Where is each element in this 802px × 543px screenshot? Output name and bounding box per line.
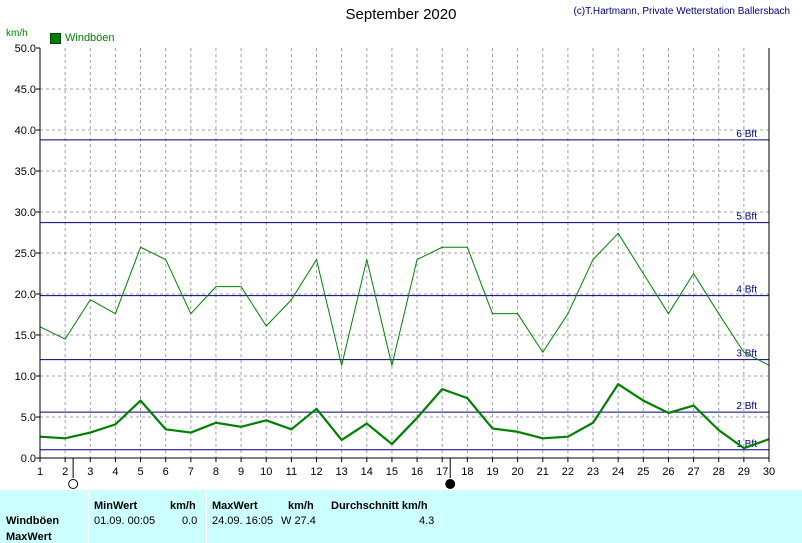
beaufort-label: 1 Bft	[736, 439, 757, 450]
x-tick-label: 20	[511, 466, 523, 478]
y-tick-label: 10.0	[15, 371, 36, 383]
beaufort-label: 6 Bft	[736, 129, 757, 140]
credit-text: (c)T.Hartmann, Private Wetterstation Bal…	[573, 6, 790, 17]
y-tick-label: 25.0	[15, 248, 36, 260]
x-tick-label: 14	[361, 466, 373, 478]
chart-title: September 2020	[345, 6, 457, 23]
x-tick-label: 16	[411, 466, 423, 478]
y-tick-label: 5.0	[21, 412, 36, 424]
beaufort-label: 4 Bft	[736, 285, 757, 296]
x-tick-label: 22	[562, 466, 574, 478]
stats-row-label-windboeen: Windböen	[6, 515, 60, 527]
x-tick-label: 5	[137, 466, 143, 478]
beaufort-label: 2 Bft	[736, 401, 757, 412]
x-tick-label: 30	[763, 466, 775, 478]
x-tick-label: 18	[461, 466, 473, 478]
min-header: MinWert	[94, 500, 138, 512]
min-unit: km/h	[170, 500, 196, 512]
y-axis-unit: km/h	[6, 28, 28, 39]
x-tick-label: 6	[163, 466, 169, 478]
series-line-windboeen	[39, 232, 770, 366]
max-unit: km/h	[288, 500, 314, 512]
x-tick-label: 15	[386, 466, 398, 478]
beaufort-label: 5 Bft	[736, 212, 757, 223]
y-tick-label: 40.0	[15, 125, 36, 137]
max-value: W 27.4	[281, 515, 316, 527]
x-tick-label: 8	[213, 466, 219, 478]
y-tick-label: 35.0	[15, 166, 36, 178]
stats-panel: Windböen MaxWert MinWert km/h 01.09. 00:…	[0, 490, 802, 543]
x-tick-label: 4	[112, 466, 118, 478]
min-value: 0.0	[182, 515, 198, 527]
x-tick-label: 19	[486, 466, 498, 478]
full-moon-icon	[68, 479, 79, 489]
y-tick-label: 20.0	[15, 289, 36, 301]
x-tick-label: 12	[310, 466, 322, 478]
x-tick-label: 29	[738, 466, 750, 478]
x-tick-label: 13	[336, 466, 348, 478]
x-tick-label: 11	[286, 466, 297, 478]
y-tick-label: 50.0	[15, 43, 36, 55]
min-date: 01.09. 00:05	[94, 515, 156, 527]
chart: 0.0 5.0 10.0 15.0 20.0 25.0 30.0 35.0 40.0 45.0 50…	[15, 43, 775, 489]
series-line-average	[39, 383, 770, 450]
x-tick-label: 10	[260, 466, 272, 478]
x-tick-label: 28	[713, 466, 725, 478]
y-tick-label: 45.0	[15, 84, 36, 96]
x-tick-label: 21	[537, 466, 549, 478]
x-tick-label: 2	[62, 466, 68, 478]
x-tick-label: 27	[687, 466, 699, 478]
x-tick-label: 26	[662, 466, 674, 478]
y-tick-label: 30.0	[15, 207, 36, 219]
legend: Windböen	[50, 32, 115, 44]
y-tick-label: 15.0	[15, 330, 36, 342]
x-tick-label: 24	[612, 466, 624, 478]
x-tick-label: 7	[188, 466, 194, 478]
x-tick-label: 23	[587, 466, 599, 478]
legend-label: Windböen	[65, 32, 115, 44]
avg-value: 4.3	[419, 515, 435, 527]
legend-swatch-icon	[50, 32, 61, 44]
y-tick-label: 0.0	[21, 453, 36, 465]
max-date: 24.09. 16:05	[212, 515, 274, 527]
x-tick-label: 3	[87, 466, 93, 478]
new-moon-icon	[445, 479, 456, 489]
x-tick-label: 1	[37, 466, 43, 478]
x-tick-label: 9	[238, 466, 244, 478]
max-header: MaxWert	[212, 500, 258, 512]
stats-row-label-maxwert: MaxWert	[6, 531, 52, 543]
avg-header: Durchschnitt km/h	[331, 500, 428, 512]
x-tick-label: 17	[436, 466, 448, 478]
x-tick-label: 25	[637, 466, 649, 478]
